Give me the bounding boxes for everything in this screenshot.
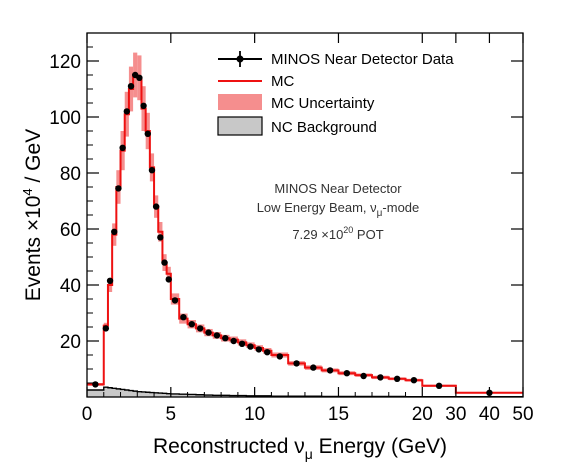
data-point	[255, 346, 263, 353]
legend-label-unc: MC Uncertainty	[271, 95, 375, 112]
legend-label-nc: NC Background	[271, 119, 377, 136]
data-point	[92, 381, 99, 388]
x-tick-label: 0	[82, 404, 93, 425]
legend-item-data: MINOS Near Detector Data	[218, 51, 454, 68]
y-axis-title: Events ×104 / GeV	[20, 129, 45, 301]
x-tick-label: 10	[244, 404, 265, 425]
plot-frame	[86, 32, 524, 398]
data-point	[410, 377, 418, 384]
data-point	[326, 367, 334, 374]
y-tick-label: 60	[60, 220, 81, 241]
data-point	[247, 343, 254, 350]
legend-label-data: MINOS Near Detector Data	[271, 51, 454, 68]
annotation-line2: Low Energy Beam, νμ-mode	[257, 200, 420, 219]
data-point	[165, 276, 172, 283]
y-tick-label: 100	[49, 108, 81, 129]
data-point	[180, 314, 187, 321]
data-point	[238, 340, 246, 347]
data-point	[144, 130, 151, 137]
data-point	[102, 325, 110, 332]
data-point	[393, 375, 401, 382]
data-point	[111, 228, 118, 235]
data-point	[140, 102, 147, 110]
y-axis-ticks: 20 40 60 80 100 120	[49, 46, 523, 384]
data-point	[222, 335, 229, 342]
data-point	[196, 325, 204, 332]
annotation: MINOS Near Detector Low Energy Beam, νμ-…	[257, 181, 420, 242]
data-point	[360, 372, 367, 380]
y-tick-label: 40	[60, 276, 81, 297]
legend-label-mc: MC	[271, 73, 294, 90]
data-point	[119, 144, 126, 151]
data-point	[152, 203, 160, 210]
data-point	[230, 337, 237, 345]
y-tick-label: 120	[49, 52, 81, 73]
data-point	[310, 364, 317, 371]
x-tick-label: 20	[412, 404, 433, 425]
annotation-line3: 7.29 ×1020 POT	[292, 225, 383, 242]
data-point	[161, 259, 168, 266]
annotation-line1: MINOS Near Detector	[274, 181, 402, 196]
data-point	[123, 108, 131, 115]
data-point	[136, 74, 143, 82]
data-point	[188, 321, 195, 328]
x-axis-ticks: 0 5 10 15 20 30 40 50	[82, 33, 534, 425]
y-tick-label: 20	[60, 332, 81, 353]
x-tick-label: 5	[166, 404, 177, 425]
data-point	[205, 329, 212, 336]
data-point	[213, 332, 221, 339]
y-tick-label: 80	[60, 164, 81, 185]
x-tick-label: 15	[328, 404, 349, 425]
data-points	[92, 71, 493, 396]
data-point	[171, 297, 179, 304]
legend-item-unc: MC Uncertainty	[218, 94, 375, 112]
data-point	[435, 382, 443, 389]
data-point	[127, 83, 135, 90]
data-point	[106, 277, 114, 284]
x-tick-label: 50	[512, 404, 533, 425]
data-point	[264, 349, 271, 356]
nc-background-area	[87, 387, 523, 397]
data-point	[343, 370, 351, 377]
x-axis-title: Reconstructed νμ Energy (GeV)	[153, 435, 447, 462]
legend: MINOS Near Detector Data MC MC Uncertain…	[217, 51, 454, 136]
data-point	[377, 374, 384, 381]
data-point	[115, 185, 122, 192]
data-point	[157, 234, 164, 241]
plot-area	[87, 52, 523, 397]
x-tick-label: 40	[479, 404, 500, 425]
data-point	[276, 353, 283, 360]
data-point	[148, 167, 156, 174]
x-tick-label: 30	[445, 404, 466, 425]
legend-item-mc: MC	[218, 73, 294, 90]
data-point	[293, 360, 300, 367]
legend-item-nc: NC Background	[217, 116, 377, 136]
